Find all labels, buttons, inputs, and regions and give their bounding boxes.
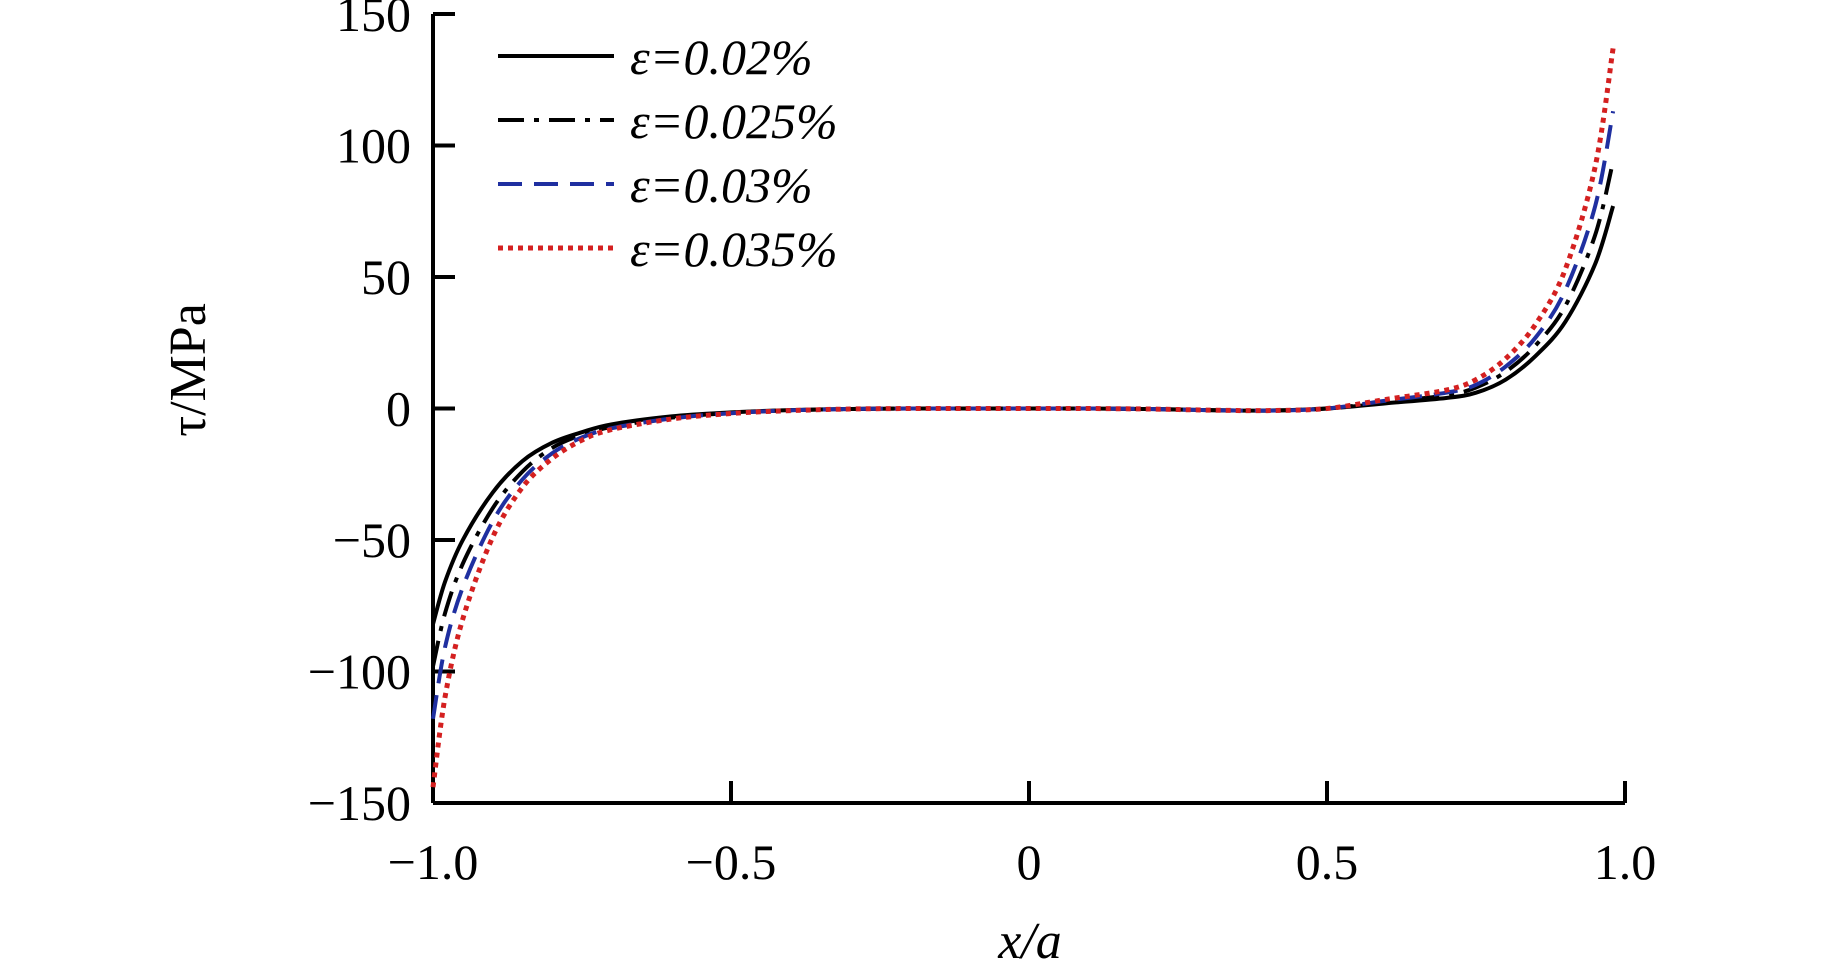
y-tick-label: −50 xyxy=(333,512,411,568)
x-tick-label: 0.5 xyxy=(1296,834,1359,890)
y-tick-label: 100 xyxy=(336,118,411,174)
series-line-4 xyxy=(430,47,1616,788)
y-tick-label: −150 xyxy=(308,775,411,831)
legend: ε=0.02% ε=0.025% ε=0.03% ε=0.035% xyxy=(498,29,838,277)
legend-label-3: ε=0.03% xyxy=(630,157,813,213)
x-tick-label: −1.0 xyxy=(388,834,479,890)
legend-label-2: ε=0.025% xyxy=(630,93,838,149)
series-line-3 xyxy=(431,110,1616,720)
y-tick-label: 0 xyxy=(386,381,411,437)
x-tick-label: 0 xyxy=(1017,834,1042,890)
series-layer xyxy=(430,47,1616,788)
legend-label-4: ε=0.035% xyxy=(630,221,838,277)
x-axis-label: x/a xyxy=(997,913,1062,963)
y-tick-label: −100 xyxy=(308,644,411,700)
axes: 150 100 50 0 −50 −100 −150−1.0 −0.5 0 0.5 1.0 xyxy=(308,0,1656,890)
series-line-2 xyxy=(431,160,1616,667)
series-line-1 xyxy=(431,205,1616,625)
x-tick-label: 1.0 xyxy=(1594,834,1657,890)
legend-label-1: ε=0.02% xyxy=(630,29,813,85)
y-tick-label: 150 xyxy=(336,0,411,42)
y-tick-label: 50 xyxy=(361,249,411,305)
x-tick-label: −0.5 xyxy=(686,834,777,890)
y-axis-label: τ/MPa xyxy=(160,303,217,437)
